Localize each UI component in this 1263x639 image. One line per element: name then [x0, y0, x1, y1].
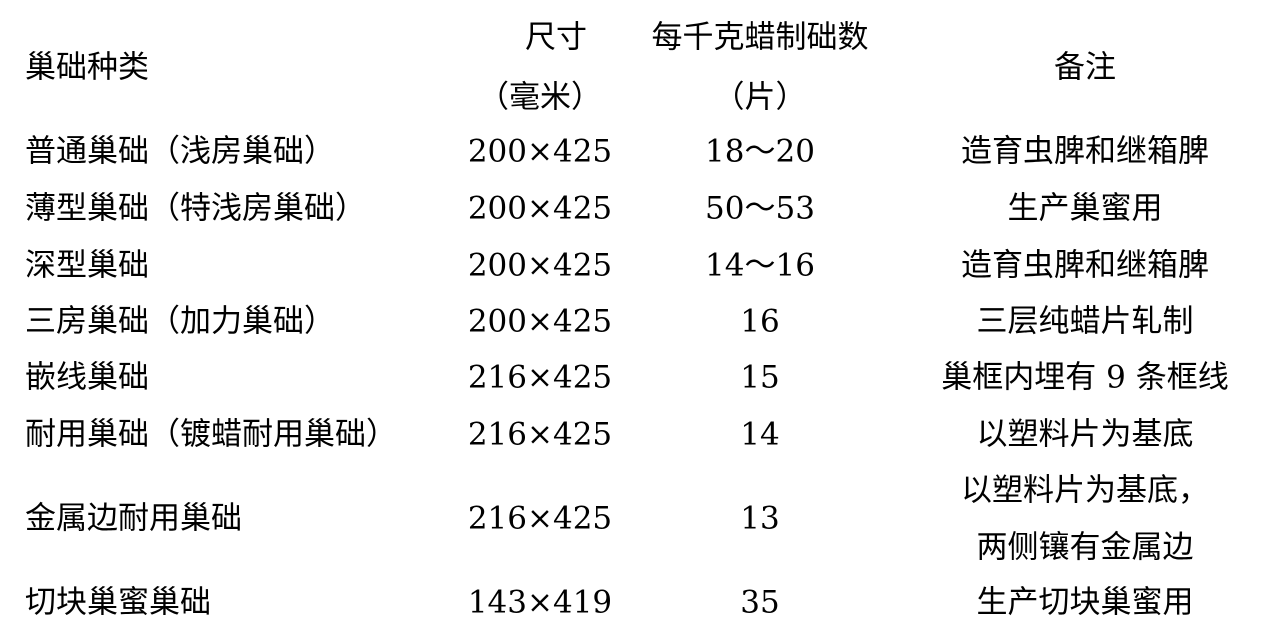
cell-size: 200×425 [467, 247, 613, 284]
cell-count: 13 [740, 500, 780, 537]
cell-count: 14～16 [705, 247, 815, 284]
cell-type: 薄型巢础（特浅房巢础） [25, 190, 366, 227]
cell-count: 14 [740, 416, 780, 453]
cell-note: 以塑料片为基底， [961, 472, 1209, 508]
cell-count: 35 [740, 584, 780, 621]
cell-size: 216×425 [467, 416, 613, 453]
cell-note: 三层纯蜡片轧制 [976, 303, 1194, 340]
cell-size: 200×425 [467, 303, 613, 340]
cell-note: 造育虫脾和继箱脾 [961, 133, 1209, 170]
cell-size: 200×425 [467, 133, 613, 170]
header-count-unit: （片） [713, 79, 807, 116]
cell-note: 生产切块巢蜜用 [976, 584, 1194, 621]
cell-note: 造育虫脾和继箱脾 [961, 247, 1209, 284]
cell-count: 50～53 [705, 190, 815, 227]
cell-size: 200×425 [467, 190, 613, 227]
cell-note: 生产巢蜜用 [1007, 190, 1163, 227]
cell-note: 以塑料片为基底 [976, 416, 1194, 453]
cell-type: 三房巢础（加力巢础） [25, 303, 335, 340]
cell-type: 普通巢础（浅房巢础） [25, 133, 335, 170]
cell-count: 18～20 [705, 133, 815, 170]
cell-type: 金属边耐用巢础 [25, 500, 242, 537]
header-note: 备注 [1054, 49, 1116, 86]
header-size-unit: （毫米） [478, 79, 602, 116]
cell-size: 216×425 [467, 500, 613, 537]
header-type: 巢础种类 [25, 49, 149, 86]
cell-count: 15 [740, 359, 780, 396]
header-size: 尺寸 [525, 19, 587, 56]
cell-type: 嵌线巢础 [25, 359, 149, 396]
cell-count: 16 [740, 303, 780, 340]
cell-size: 143×419 [467, 584, 613, 621]
header-count: 每千克蜡制础数 [651, 19, 869, 56]
cell-note: 两侧镶有金属边 [976, 529, 1194, 565]
cell-type: 深型巢础 [25, 247, 149, 284]
cell-type: 耐用巢础（镀蜡耐用巢础） [25, 416, 397, 453]
cell-size: 216×425 [467, 359, 613, 396]
cell-note: 巢框内埋有 9 条框线 [941, 359, 1229, 396]
cell-type: 切块巢蜜巢础 [25, 584, 211, 621]
